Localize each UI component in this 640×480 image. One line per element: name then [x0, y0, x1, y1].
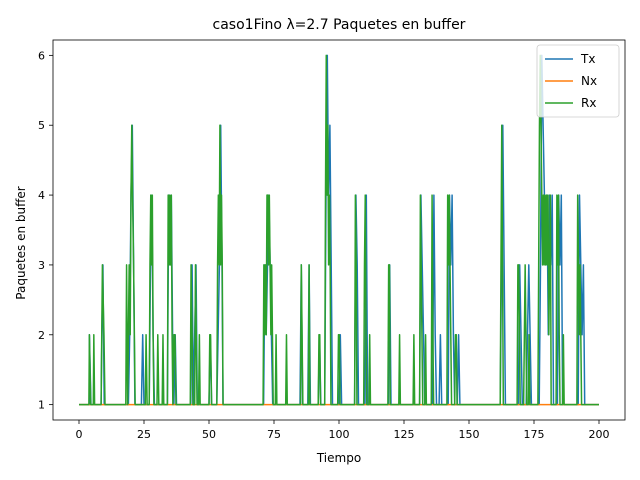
legend: Tx Nx Rx	[536, 44, 620, 118]
x-tick-label: 25	[137, 428, 151, 441]
x-tick-label: 0	[76, 428, 83, 441]
x-tick-label: 150	[459, 428, 480, 441]
x-tick-label: 75	[267, 428, 281, 441]
x-tick-label: 100	[329, 428, 350, 441]
series-line-rx	[79, 54, 599, 406]
x-axis-label: Tiempo	[316, 451, 361, 465]
y-tick-label: 4	[38, 189, 45, 202]
y-tick-label: 3	[38, 259, 45, 272]
y-tick-label: 6	[38, 49, 45, 62]
x-tick-label: 125	[394, 428, 415, 441]
y-tick-label: 5	[38, 119, 45, 132]
legend-label-nx: Nx	[581, 74, 597, 88]
plot-area	[79, 54, 599, 406]
y-axis-label: Paquetes en buffer	[14, 186, 28, 299]
chart-title: caso1Fino λ=2.7 Paquetes en buffer	[213, 17, 466, 33]
y-tick-label: 1	[38, 399, 45, 412]
axes-frame	[52, 39, 626, 421]
legend-box	[536, 44, 620, 118]
x-axis: 0 25 50 75 100 125 150 175 200	[76, 420, 610, 441]
x-tick-label: 175	[524, 428, 545, 441]
legend-label-rx: Rx	[581, 96, 596, 110]
x-tick-label: 200	[589, 428, 610, 441]
y-tick-label: 2	[38, 329, 45, 342]
legend-label-tx: Tx	[580, 52, 595, 66]
x-tick-label: 50	[202, 428, 216, 441]
y-axis: 1 2 3 4 5 6	[38, 49, 53, 412]
